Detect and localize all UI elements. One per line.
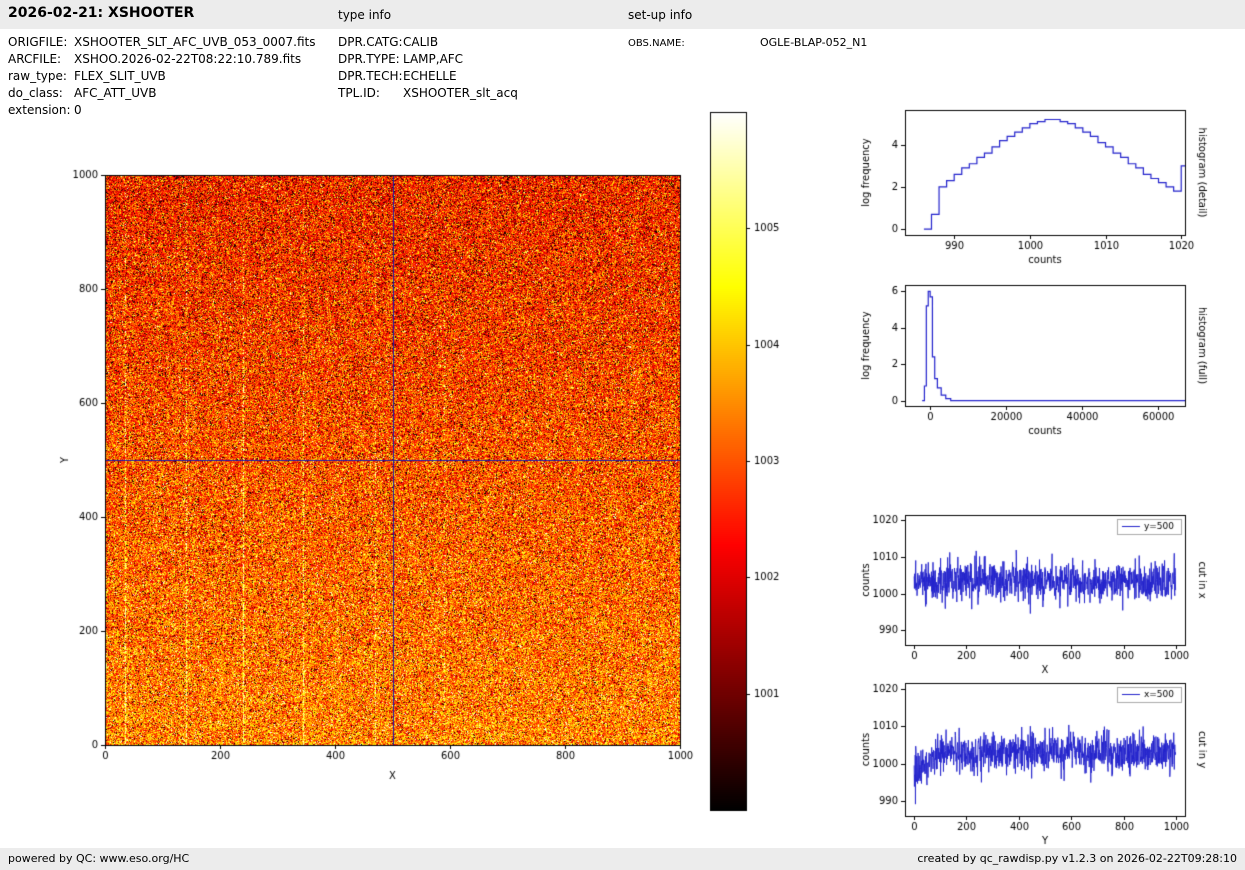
meta-label: DPR.TYPE:: [338, 51, 403, 68]
meta-value: AFC_ATT_UVB: [74, 86, 156, 100]
colorbar: [706, 108, 786, 820]
meta-row-obsname: OBS.NAME:OGLE-BLAP-052_N1: [628, 34, 867, 52]
meta-row-arcfile: ARCFILE:XSHOO.2026-02-22T08:22:10.789.fi…: [8, 51, 315, 68]
meta-label: TPL.ID:: [338, 85, 403, 102]
cut-in-x-plot: [850, 508, 1235, 680]
report-title: 2026-02-21: XSHOOTER: [8, 5, 194, 21]
histogram-detail-plot: [850, 105, 1235, 277]
meta-value: OGLE-BLAP-052_N1: [760, 36, 867, 49]
footer-created-by: created by qc_rawdisp.py v1.2.3 on 2026-…: [917, 848, 1237, 870]
meta-label: ARCFILE:: [8, 51, 74, 68]
meta-row-extension: extension:0: [8, 102, 315, 119]
file-info-block: ORIGFILE:XSHOOTER_SLT_AFC_UVB_053_0007.f…: [8, 34, 315, 119]
meta-label: OBS.NAME:: [628, 35, 760, 52]
header-bar: 2026-02-21: XSHOOTER type info set-up in…: [0, 0, 1245, 29]
footer-powered-by: powered by QC: www.eso.org/HC: [8, 848, 189, 870]
histogram-full-plot: [850, 277, 1235, 449]
meta-row-dprcatg: DPR.CATG:CALIB: [338, 34, 518, 51]
meta-value: XSHOOTER_slt_acq: [403, 86, 518, 100]
meta-row-origfile: ORIGFILE:XSHOOTER_SLT_AFC_UVB_053_0007.f…: [8, 34, 315, 51]
qc-report-page: 2026-02-21: XSHOOTER type info set-up in…: [0, 0, 1245, 870]
meta-label: do_class:: [8, 85, 74, 102]
setup-info-heading: set-up info: [628, 8, 692, 22]
meta-label: DPR.CATG:: [338, 34, 403, 51]
meta-row-dprtype: DPR.TYPE:LAMP,AFC: [338, 51, 518, 68]
detector-image-plot: [40, 150, 700, 800]
meta-label: ORIGFILE:: [8, 34, 74, 51]
meta-row-tplid: TPL.ID:XSHOOTER_slt_acq: [338, 85, 518, 102]
meta-label: extension:: [8, 102, 74, 119]
cut-in-y-plot: [850, 678, 1235, 848]
type-info-block: DPR.CATG:CALIB DPR.TYPE:LAMP,AFC DPR.TEC…: [338, 34, 518, 102]
meta-label: raw_type:: [8, 68, 74, 85]
meta-value: CALIB: [403, 35, 438, 49]
type-info-heading: type info: [338, 8, 391, 22]
meta-value: XSHOOTER_SLT_AFC_UVB_053_0007.fits: [74, 35, 315, 49]
meta-row-rawtype: raw_type:FLEX_SLIT_UVB: [8, 68, 315, 85]
meta-value: FLEX_SLIT_UVB: [74, 69, 166, 83]
meta-row-doclass: do_class:AFC_ATT_UVB: [8, 85, 315, 102]
footer-bar: powered by QC: www.eso.org/HC created by…: [0, 848, 1245, 870]
meta-value: LAMP,AFC: [403, 52, 463, 66]
meta-label: DPR.TECH:: [338, 68, 403, 85]
meta-value: ECHELLE: [403, 69, 457, 83]
meta-value: 0: [74, 103, 82, 117]
setup-info-block: OBS.NAME:OGLE-BLAP-052_N1: [628, 34, 867, 52]
meta-row-dprtech: DPR.TECH:ECHELLE: [338, 68, 518, 85]
meta-value: XSHOO.2026-02-22T08:22:10.789.fits: [74, 52, 301, 66]
